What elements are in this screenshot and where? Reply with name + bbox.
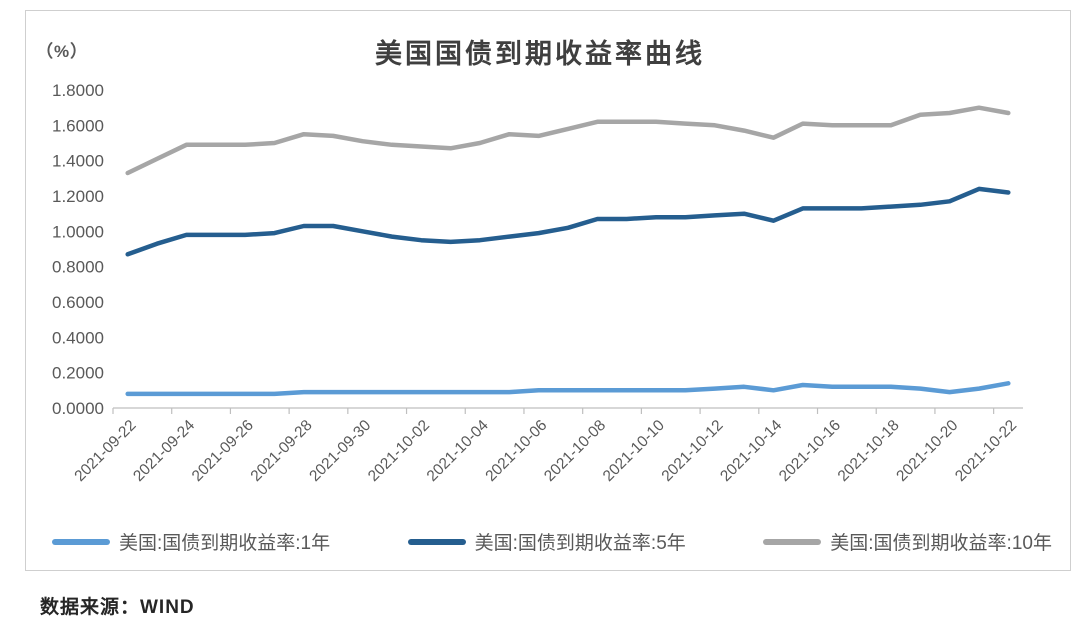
x-tick-label: 2021-09-28 [248,417,316,485]
y-tick-label: 0.4000 [52,328,104,347]
x-tick-label: 2021-10-10 [600,417,668,485]
y-tick-label: 0.2000 [52,364,104,383]
y-tick-label: 1.8000 [52,81,104,100]
y-tick-label: 1.2000 [52,187,104,206]
x-tick-label: 2021-10-14 [717,417,785,485]
legend-swatch-5y [407,538,466,545]
x-tick-label: 2021-09-30 [306,417,374,485]
x-tick-label: 2021-10-02 [365,417,433,485]
y-tick-label: 1.0000 [52,222,104,241]
legend-item-10y: 美国:国债到期收益率:10年 [763,528,1052,555]
legend-item-5y: 美国:国债到期收益率:5年 [407,528,686,555]
legend-label-1y: 美国:国债到期收益率:1年 [119,533,331,554]
x-tick-label: 2021-10-16 [776,417,844,485]
chart-title: 美国国债到期收益率曲线 [375,39,705,69]
x-tick-label: 2021-10-18 [835,417,903,485]
legend-label-10y: 美国:国债到期收益率:10年 [830,533,1052,554]
legend: 美国:国债到期收益率:1年 美国:国债到期收益率:5年 美国:国债到期收益率:1… [52,528,1052,555]
x-tick-label: 2021-10-06 [482,417,550,485]
x-tick-label: 2021-10-04 [424,417,492,485]
series-line-2 [125,105,1011,176]
x-tick-label: 2021-10-20 [893,417,961,485]
y-tick-label: 0.6000 [52,293,104,312]
legend-swatch-1y [52,538,110,545]
x-tick-label: 2021-10-12 [659,417,727,485]
y-tick-label: 1.4000 [52,152,104,171]
series-line-0 [125,381,1011,397]
y-tick-label: 0.8000 [52,258,104,277]
y-tick-label: 1.6000 [52,116,104,135]
y-axis-unit-label: （%） [36,42,89,61]
legend-item-1y: 美国:国债到期收益率:1年 [52,528,330,555]
x-tick-label: 2021-10-22 [952,417,1020,485]
x-tick-label: 2021-09-22 [71,417,139,485]
y-tick-label: 0.0000 [52,399,104,418]
chart-frame [25,10,1071,571]
legend-label-5y: 美国:国债到期收益率:5年 [474,533,686,554]
x-tick-label: 2021-09-24 [130,417,198,485]
data-source-note: 数据来源：WIND [40,597,195,618]
x-tick-label: 2021-10-08 [541,417,609,485]
series-line-1 [125,186,1011,257]
legend-swatch-10y [763,538,822,545]
x-tick-label: 2021-09-26 [189,417,257,485]
